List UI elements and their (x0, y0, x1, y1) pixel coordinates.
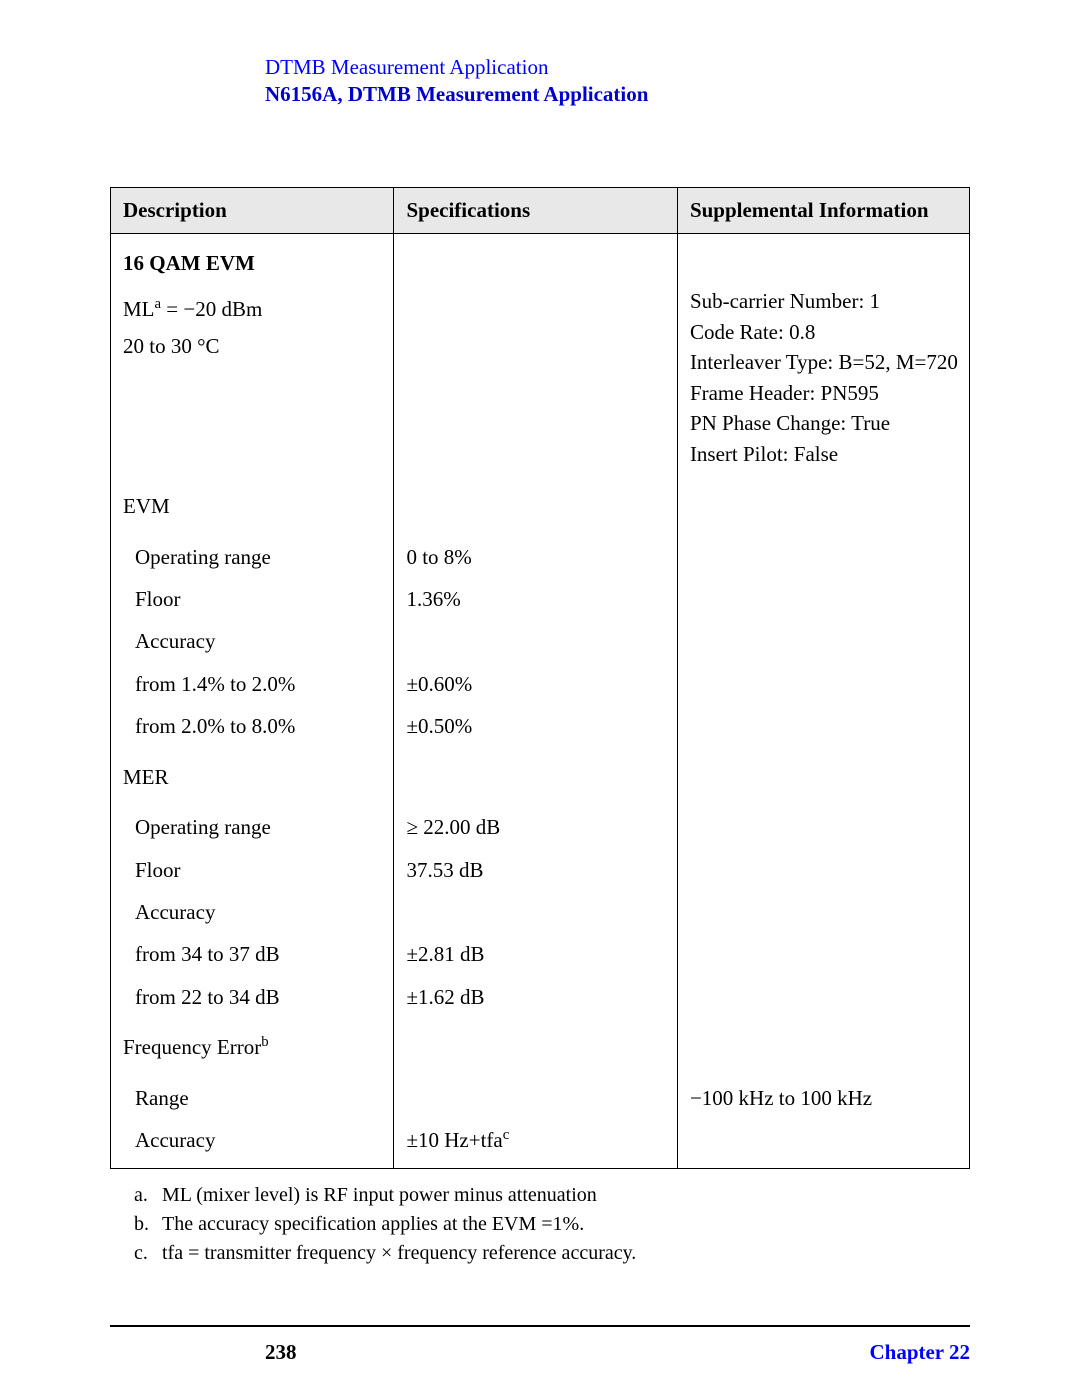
table-row: from 2.0% to 8.0%±0.50% (111, 705, 970, 747)
header-line2: N6156A, DTMB Measurement Application (265, 82, 970, 107)
supplemental-info: Sub-carrier Number: 1 Code Rate: 0.8 Int… (677, 284, 969, 475)
table-row: EVM (111, 475, 970, 527)
chapter-label: Chapter 22 (869, 1340, 970, 1365)
table-row: MER (111, 748, 970, 798)
table-row: from 34 to 37 dB±2.81 dB (111, 933, 970, 975)
col-supplemental: Supplemental Information (677, 188, 969, 234)
footer: 238 Chapter 22 (110, 1340, 970, 1365)
table-row: Floor37.53 dB (111, 849, 970, 891)
freq-error-row: Frequency Errorb (111, 1018, 970, 1068)
table-row: Accuracy (111, 620, 970, 662)
footnotes: a.ML (mixer level) is RF input power min… (134, 1181, 970, 1268)
table-row: Operating range0 to 8% (111, 528, 970, 578)
section-title-row: 16 QAM EVM (111, 234, 970, 285)
table-row: Operating range≥ 22.00 dB (111, 798, 970, 848)
col-specifications: Specifications (394, 188, 677, 234)
spec-table: Description Specifications Supplemental … (110, 187, 970, 1169)
table-row: from 1.4% to 2.0%±0.60% (111, 663, 970, 705)
ml-condition: MLa = −20 dBm (123, 297, 262, 321)
table-row: Floor1.36% (111, 578, 970, 620)
footnote-c: c.tfa = transmitter frequency × frequenc… (134, 1239, 970, 1268)
section-title: 16 QAM EVM (123, 251, 255, 275)
footnote-a: a.ML (mixer level) is RF input power min… (134, 1181, 970, 1210)
footnote-b: b.The accuracy specification applies at … (134, 1210, 970, 1239)
freq-range-row: Range −100 kHz to 100 kHz (111, 1069, 970, 1119)
freq-error-label: Frequency Errorb (123, 1035, 269, 1059)
temp-condition: 20 to 30 °C (123, 331, 220, 361)
page-number: 238 (265, 1340, 297, 1365)
table-row: Accuracy (111, 891, 970, 933)
col-description: Description (111, 188, 394, 234)
freq-accuracy-row: Accuracy ±10 Hz+tfac (111, 1119, 970, 1168)
footer-rule (110, 1325, 970, 1327)
conditions-row: MLa = −20 dBm 20 to 30 °C Sub-carrier Nu… (111, 284, 970, 475)
table-row: from 22 to 34 dB±1.62 dB (111, 976, 970, 1018)
header-line1: DTMB Measurement Application (265, 55, 970, 80)
table-header-row: Description Specifications Supplemental … (111, 188, 970, 234)
page: DTMB Measurement Application N6156A, DTM… (0, 0, 1080, 1397)
